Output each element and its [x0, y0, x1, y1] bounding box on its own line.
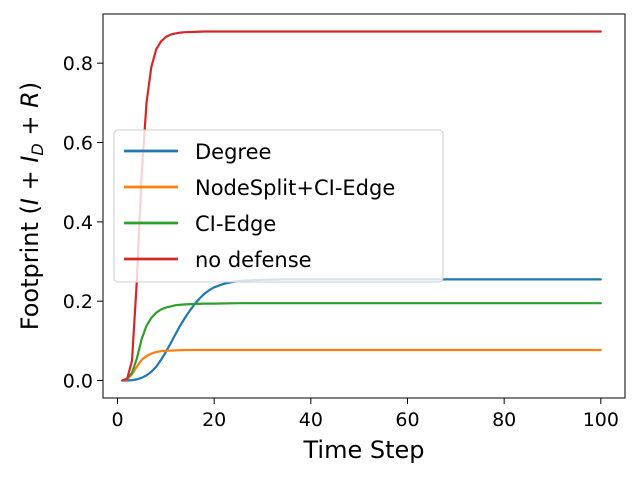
series-line-ci-edge: [121, 302, 602, 382]
ticks-layer: 0 20 40 60 80 100 0.0 0.2 0.4 0.6 0.8: [63, 53, 619, 431]
y-tick-label: 0.8: [63, 53, 93, 75]
y-axis-label: Footprint (I + ID + R): [16, 82, 47, 330]
x-tick-label: 100: [583, 409, 619, 431]
x-tick-label: 80: [492, 409, 516, 431]
x-axis-label: Time Step: [302, 436, 424, 464]
legend-label-no-defense: no defense: [195, 248, 312, 272]
x-tick-label: 20: [202, 409, 226, 431]
x-tick-label: 0: [111, 409, 123, 431]
x-tick-label: 40: [299, 409, 323, 431]
y-tick-label: 0.2: [63, 291, 93, 313]
series-line-nodesplit-ci-edge: [121, 348, 602, 382]
y-tick-label: 0.6: [63, 133, 93, 155]
legend-label-ci-edge: CI-Edge: [195, 212, 276, 236]
y-tick-label: 0.4: [63, 212, 93, 234]
y-tick-label: 0.0: [63, 371, 93, 393]
x-tick-label: 60: [395, 409, 419, 431]
axes-frame: [102, 13, 626, 399]
legend-box: [113, 129, 444, 283]
legend-label-nodesplit-ci-edge: NodeSplit+CI-Edge: [195, 176, 395, 200]
legend-label-degree: Degree: [195, 140, 271, 164]
legend: Degree NodeSplit+CI-Edge CI-Edge no defense: [113, 129, 444, 283]
